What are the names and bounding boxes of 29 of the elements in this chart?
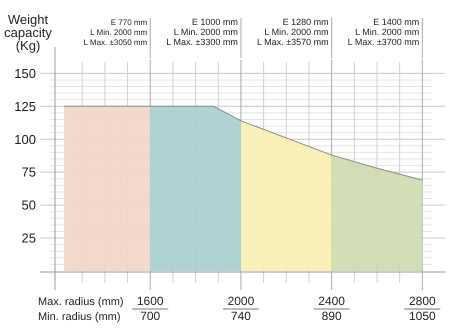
x-tick-label: 2000 — [228, 294, 255, 308]
y-tick-label: 100 — [14, 132, 36, 147]
text: E 1000 mm — [192, 17, 238, 27]
x-tick-label: 1600 — [136, 294, 164, 308]
y-tick-label: 25 — [22, 230, 36, 246]
y-tick-label: 125 — [14, 98, 36, 114]
y-tick-label: 150 — [14, 66, 36, 81]
text: L Min. 2000 mm — [355, 27, 420, 37]
x-tick-label: 2800 — [408, 294, 436, 308]
text: L Min. 2000 mm — [174, 27, 238, 37]
text: 1050 — [408, 309, 436, 323]
x-axis-title: Max. radius (mm) — [38, 296, 124, 308]
text: L Min. 2000 mm — [264, 27, 329, 37]
text: 890 — [322, 309, 342, 323]
text: L Max. ±3300 mm — [166, 37, 238, 47]
text: 700 — [140, 309, 161, 323]
text: L Max. ±3570 mm — [256, 37, 329, 47]
text: L Max. ±3700 mm — [348, 37, 420, 47]
x-tick-label: 2400 — [318, 294, 346, 308]
text: L Min. 2000 mm — [90, 28, 148, 37]
y-tick-label: 50 — [22, 198, 36, 213]
y-axis-title: Weight capacity (Kg) — [4, 12, 52, 53]
text: L Max. ±3050 mm — [84, 38, 148, 47]
text: E 770 mm — [110, 18, 148, 27]
text: 740 — [230, 309, 252, 323]
text: Min. radius (mm) — [38, 311, 121, 323]
text: E 1400 mm — [373, 17, 420, 27]
y-tick-label: 75 — [22, 164, 36, 180]
text: E 1280 mm — [282, 17, 329, 27]
